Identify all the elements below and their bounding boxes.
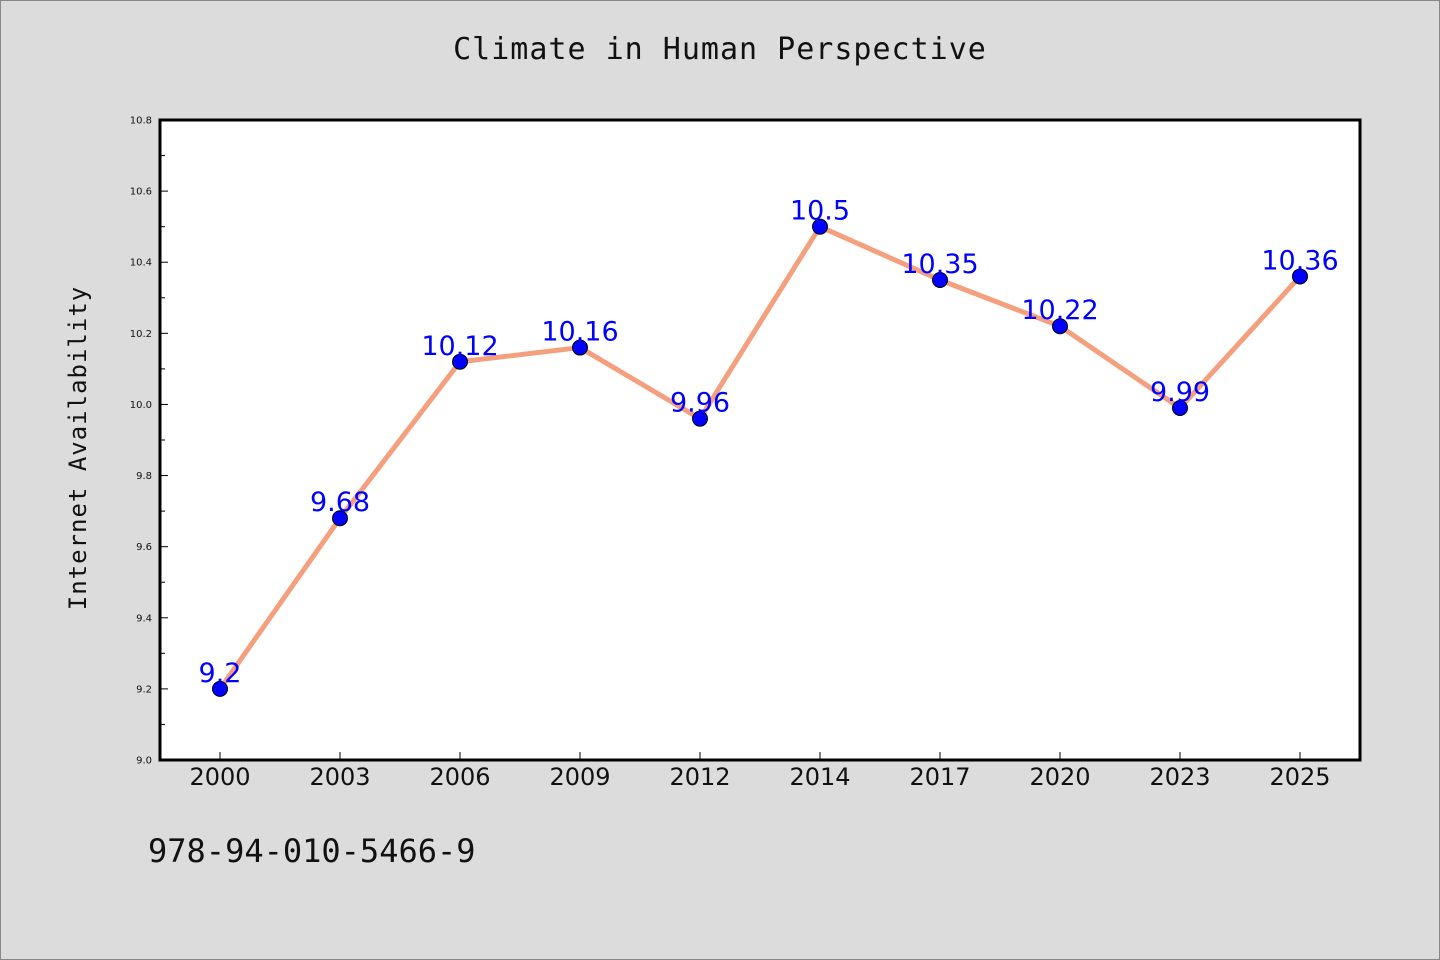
data-label: 10.12 [421,331,498,362]
x-tick-label: 2025 [1269,763,1330,791]
plot-area [158,118,1362,762]
series-line-group [217,224,1303,692]
y-tick-label: 10.4 [130,258,152,269]
chart-title: Climate in Human Perspective [453,32,987,67]
data-point-marker [572,339,588,356]
data-point-marker [332,510,348,527]
data-label: 10.22 [1021,295,1098,326]
x-tick-label: 2000 [189,763,250,791]
y-tick-label: 9.0 [136,756,152,767]
x-tick-label: 2020 [1029,763,1090,791]
data-label-group: 9.2 9.68 10.12 10.16 9.96 10.5 10.35 10.22 9.99 1… [199,196,1339,689]
y-tick-label: 10.2 [130,329,152,340]
data-label: 10.16 [541,317,618,348]
data-point-marker [1052,318,1068,335]
data-label: 9.68 [310,487,370,518]
x-tick-label: 2003 [309,763,370,791]
data-point-marker [1292,268,1308,285]
x-tick-label: 2009 [549,763,610,791]
series-line [217,224,1303,692]
data-point-marker [212,680,228,697]
x-axis: 2000 2003 2006 2009 2012 2014 2017 2020 2023 2025 [189,752,1331,791]
data-label: 10.5 [790,196,850,227]
y-tick-label: 9.2 [136,684,152,695]
x-tick-label: 2014 [789,763,850,791]
data-label: 10.36 [1261,245,1338,276]
y-tick-label: 9.6 [136,542,152,553]
isbn-text: 978-94-010-5466-9 [148,832,476,870]
y-tick-label: 10.6 [130,187,152,198]
data-point-marker [452,353,468,370]
data-label: 9.96 [670,388,730,419]
x-tick-label: 2023 [1149,763,1210,791]
y-tick-label: 9.8 [136,471,152,482]
x-tick-label: 2012 [669,763,730,791]
y-tick-label: 10.8 [130,116,152,127]
data-point-marker [1172,400,1188,416]
data-label: 10.35 [901,249,978,280]
y-tick-label: 9.4 [136,613,152,624]
data-label: 9.2 [199,658,242,689]
x-tick-label: 2006 [429,763,490,791]
y-tick-label: 10.0 [130,400,152,411]
data-point-marker [932,272,948,288]
data-point-marker [692,410,708,427]
data-point-marker [812,218,828,235]
data-label: 9.99 [1150,377,1210,408]
y-axis: 9.0 9.2 9.4 9.6 9.8 10.0 10.2 10.4 10.6 10.8 [130,116,168,767]
marker-group [212,218,1308,697]
x-tick-label: 2017 [909,763,970,791]
